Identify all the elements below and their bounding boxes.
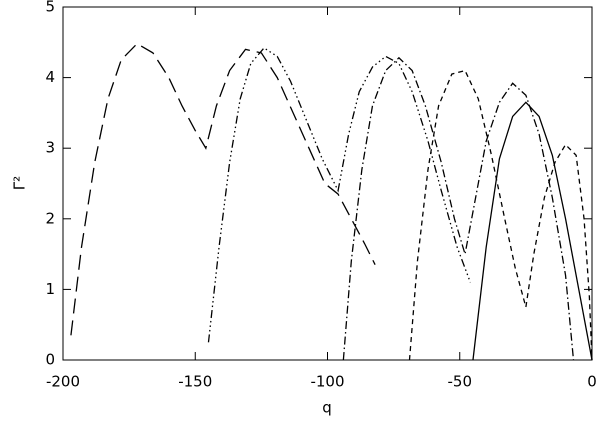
- y-tick-label: 4: [45, 68, 55, 86]
- series-line: [70, 42, 376, 336]
- x-tick-label: 0: [587, 373, 597, 391]
- y-tick-label: 5: [45, 0, 55, 16]
- y-tick-label: 2: [45, 209, 55, 227]
- series-line: [408, 69, 593, 361]
- y-tick-label: 0: [45, 351, 55, 369]
- y-tick-label: 1: [45, 280, 55, 298]
- x-tick-label: -100: [310, 373, 344, 391]
- x-tick-label: -150: [178, 373, 212, 391]
- plot-frame: [62, 6, 593, 361]
- series-line: [342, 56, 575, 361]
- series-line: [207, 47, 471, 343]
- x-axis-label: q: [322, 399, 332, 417]
- x-tick-label: -50: [448, 373, 473, 391]
- y-tick-label: 3: [45, 139, 55, 157]
- y-axis-label: Γ²: [11, 176, 29, 190]
- series-line: [472, 101, 593, 361]
- x-tick-label: -200: [46, 373, 80, 391]
